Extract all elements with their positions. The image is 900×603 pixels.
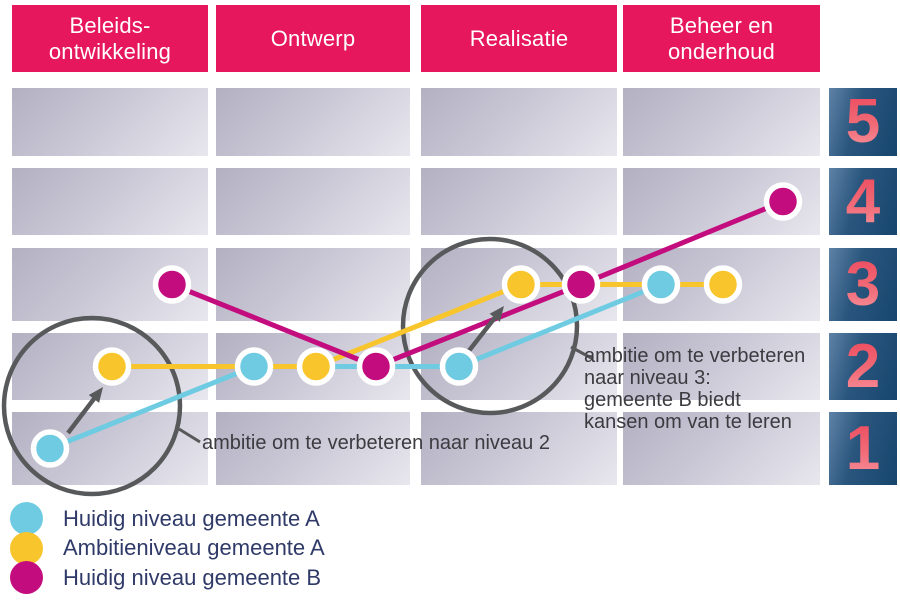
grid-cell-level-5-phase-3 [421, 88, 617, 156]
annotation-niveau-2: ambitie om te verbeteren naar niveau 2 [202, 432, 550, 454]
grid-cell-level-2-phase-1 [12, 333, 208, 400]
grid-cell-level-5-phase-4 [623, 88, 820, 156]
grid-cell-level-3-phase-2 [216, 248, 410, 321]
legend-swatch-huidig-gemeente-a-icon [10, 502, 43, 535]
annotation-niveau-3: ambitie om te verbeteren naar niveau 3: … [584, 345, 806, 433]
level-box-3: 3 [829, 248, 897, 321]
legend: Huidig niveau gemeente A Ambitieniveau g… [10, 502, 325, 594]
level-box-2: 2 [829, 333, 897, 400]
phase-header-4: Beheer en onderhoud [623, 5, 820, 72]
level-box-4: 4 [829, 168, 897, 235]
grid-cell-level-5-phase-2 [216, 88, 410, 156]
phase-header-1: Beleids- ontwikkeling [12, 5, 208, 72]
legend-item-huidig-gemeente-a: Huidig niveau gemeente A [10, 502, 325, 535]
level-number: 4 [845, 166, 881, 236]
level-box-5: 5 [829, 88, 897, 156]
level-number: 3 [845, 249, 881, 319]
legend-label: Huidig niveau gemeente A [63, 505, 320, 531]
grid-cell-level-5-phase-1 [12, 88, 208, 156]
phase-header-3: Realisatie [421, 5, 617, 72]
grid-cell-level-3-phase-1 [12, 248, 208, 321]
legend-item-huidig-gemeente-b: Huidig niveau gemeente B [10, 561, 325, 594]
grid-cell-level-4-phase-3 [421, 168, 617, 235]
level-number: 1 [845, 413, 881, 483]
phase-header-2: Ontwerp [216, 5, 410, 72]
legend-label: Huidig niveau gemeente B [63, 564, 322, 590]
grid-cell-level-4-phase-1 [12, 168, 208, 235]
legend-swatch-huidig-gemeente-b-icon [10, 561, 43, 594]
grid-cell-level-3-phase-3 [421, 248, 617, 321]
level-number: 5 [845, 87, 881, 156]
level-box-1: 1 [829, 412, 897, 485]
legend-swatch-ambitie-gemeente-a-icon [10, 531, 43, 565]
legend-item-ambitie-gemeente-a: Ambitieniveau gemeente A [10, 531, 325, 565]
grid-cell-level-3-phase-4 [623, 248, 820, 321]
grid-cell-level-2-phase-2 [216, 333, 410, 400]
grid-cell-level-4-phase-2 [216, 168, 410, 235]
level-number: 2 [845, 331, 881, 401]
legend-label: Ambitieniveau gemeente A [63, 535, 325, 560]
grid-cell-level-4-phase-4 [623, 168, 820, 235]
grid-cell-level-1-phase-1 [12, 412, 208, 485]
